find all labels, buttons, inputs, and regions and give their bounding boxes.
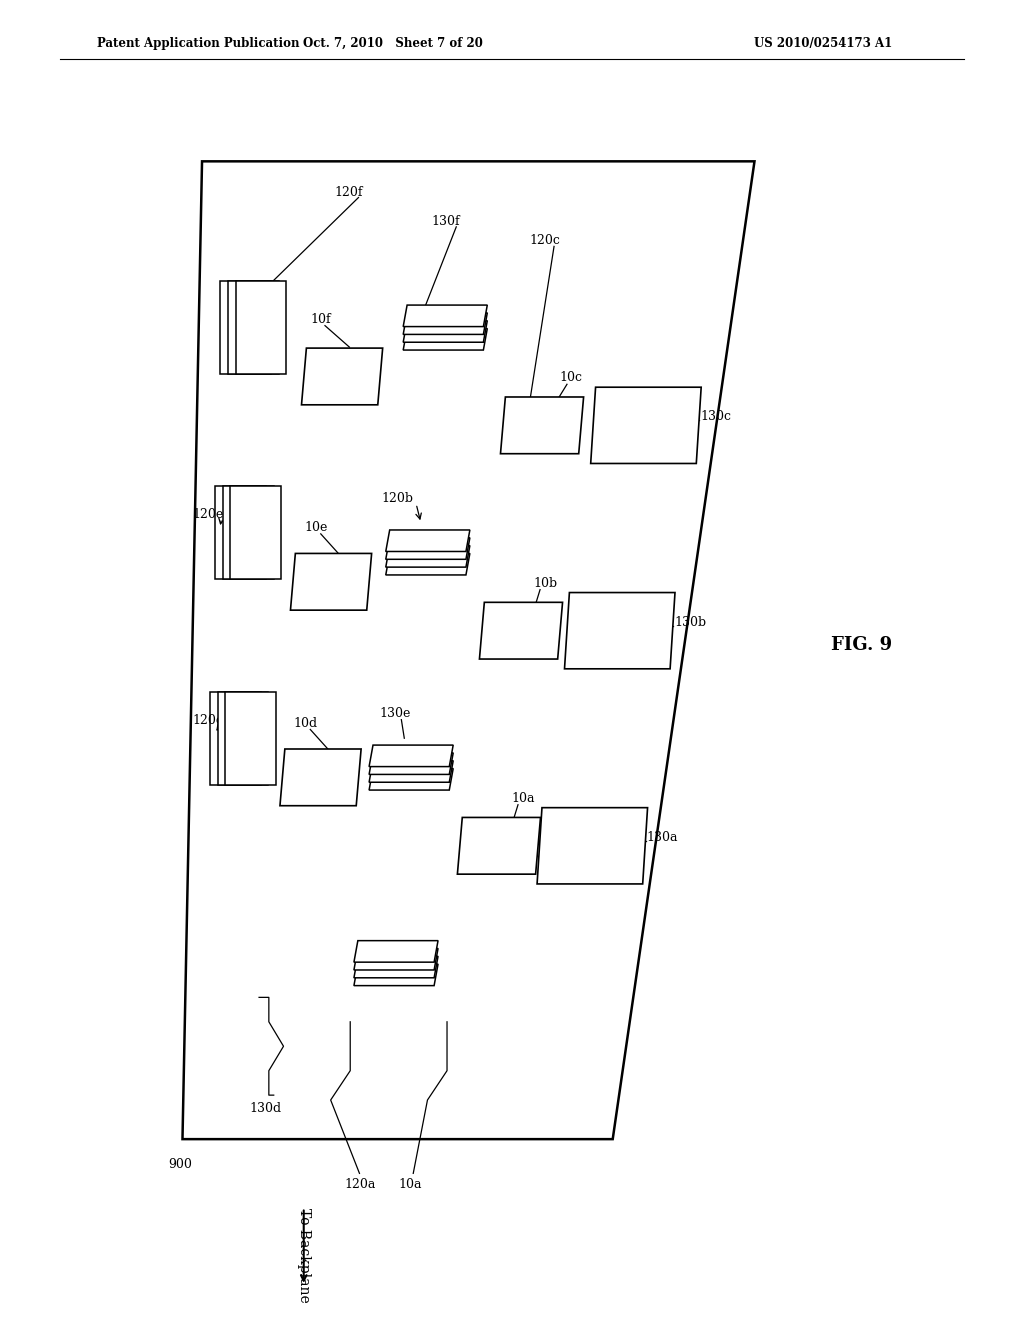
Polygon shape [591,387,701,463]
Polygon shape [354,941,438,962]
Bar [236,281,287,374]
Text: 120d: 120d [193,714,224,726]
Polygon shape [403,313,487,334]
Polygon shape [386,537,470,560]
Polygon shape [354,964,438,986]
Bar [230,487,282,579]
Text: 10e: 10e [304,521,328,535]
Text: 120a: 120a [345,1177,376,1191]
Polygon shape [369,744,454,767]
Text: 10a: 10a [511,792,535,805]
Polygon shape [386,529,470,552]
Polygon shape [403,305,487,326]
Text: 900: 900 [168,1159,191,1171]
Text: 120f: 120f [334,186,362,198]
Text: 10f: 10f [310,313,331,326]
Polygon shape [403,321,487,342]
Polygon shape [280,748,361,805]
Text: 120c: 120c [529,235,560,247]
Bar [227,281,279,374]
Polygon shape [564,593,675,669]
Text: Oct. 7, 2010   Sheet 7 of 20: Oct. 7, 2010 Sheet 7 of 20 [303,37,482,50]
Text: 130f: 130f [432,215,461,228]
Text: 130b: 130b [674,616,707,628]
Polygon shape [386,545,470,568]
Text: 10c: 10c [559,371,583,384]
Polygon shape [369,752,454,775]
Polygon shape [458,817,541,874]
Text: Patent Application Publication: Patent Application Publication [97,37,300,50]
Polygon shape [291,553,372,610]
Text: US 2010/0254173 A1: US 2010/0254173 A1 [755,37,893,50]
Bar [217,692,268,784]
Bar [210,692,260,784]
Text: 10d: 10d [294,717,317,730]
Text: 130d: 130d [249,1102,282,1115]
Polygon shape [182,161,755,1139]
Polygon shape [301,348,383,405]
Polygon shape [403,329,487,350]
Polygon shape [369,768,454,791]
Polygon shape [369,760,454,783]
Text: 120b: 120b [382,491,414,504]
Text: 130a: 130a [646,830,678,843]
Text: FIG. 9: FIG. 9 [831,636,893,655]
Polygon shape [501,397,584,454]
Text: To Backplane: To Backplane [297,1208,310,1303]
Bar [222,487,273,579]
Polygon shape [354,949,438,970]
Text: 130e: 130e [380,706,412,719]
Text: 10a: 10a [398,1177,422,1191]
Text: 130c: 130c [700,411,731,424]
Bar [215,487,265,579]
Bar [220,281,270,374]
Text: 120e: 120e [193,508,223,521]
Polygon shape [479,602,562,659]
Text: 10b: 10b [534,577,557,590]
Polygon shape [386,553,470,576]
Polygon shape [537,808,647,884]
Bar [225,692,276,784]
Polygon shape [354,956,438,978]
